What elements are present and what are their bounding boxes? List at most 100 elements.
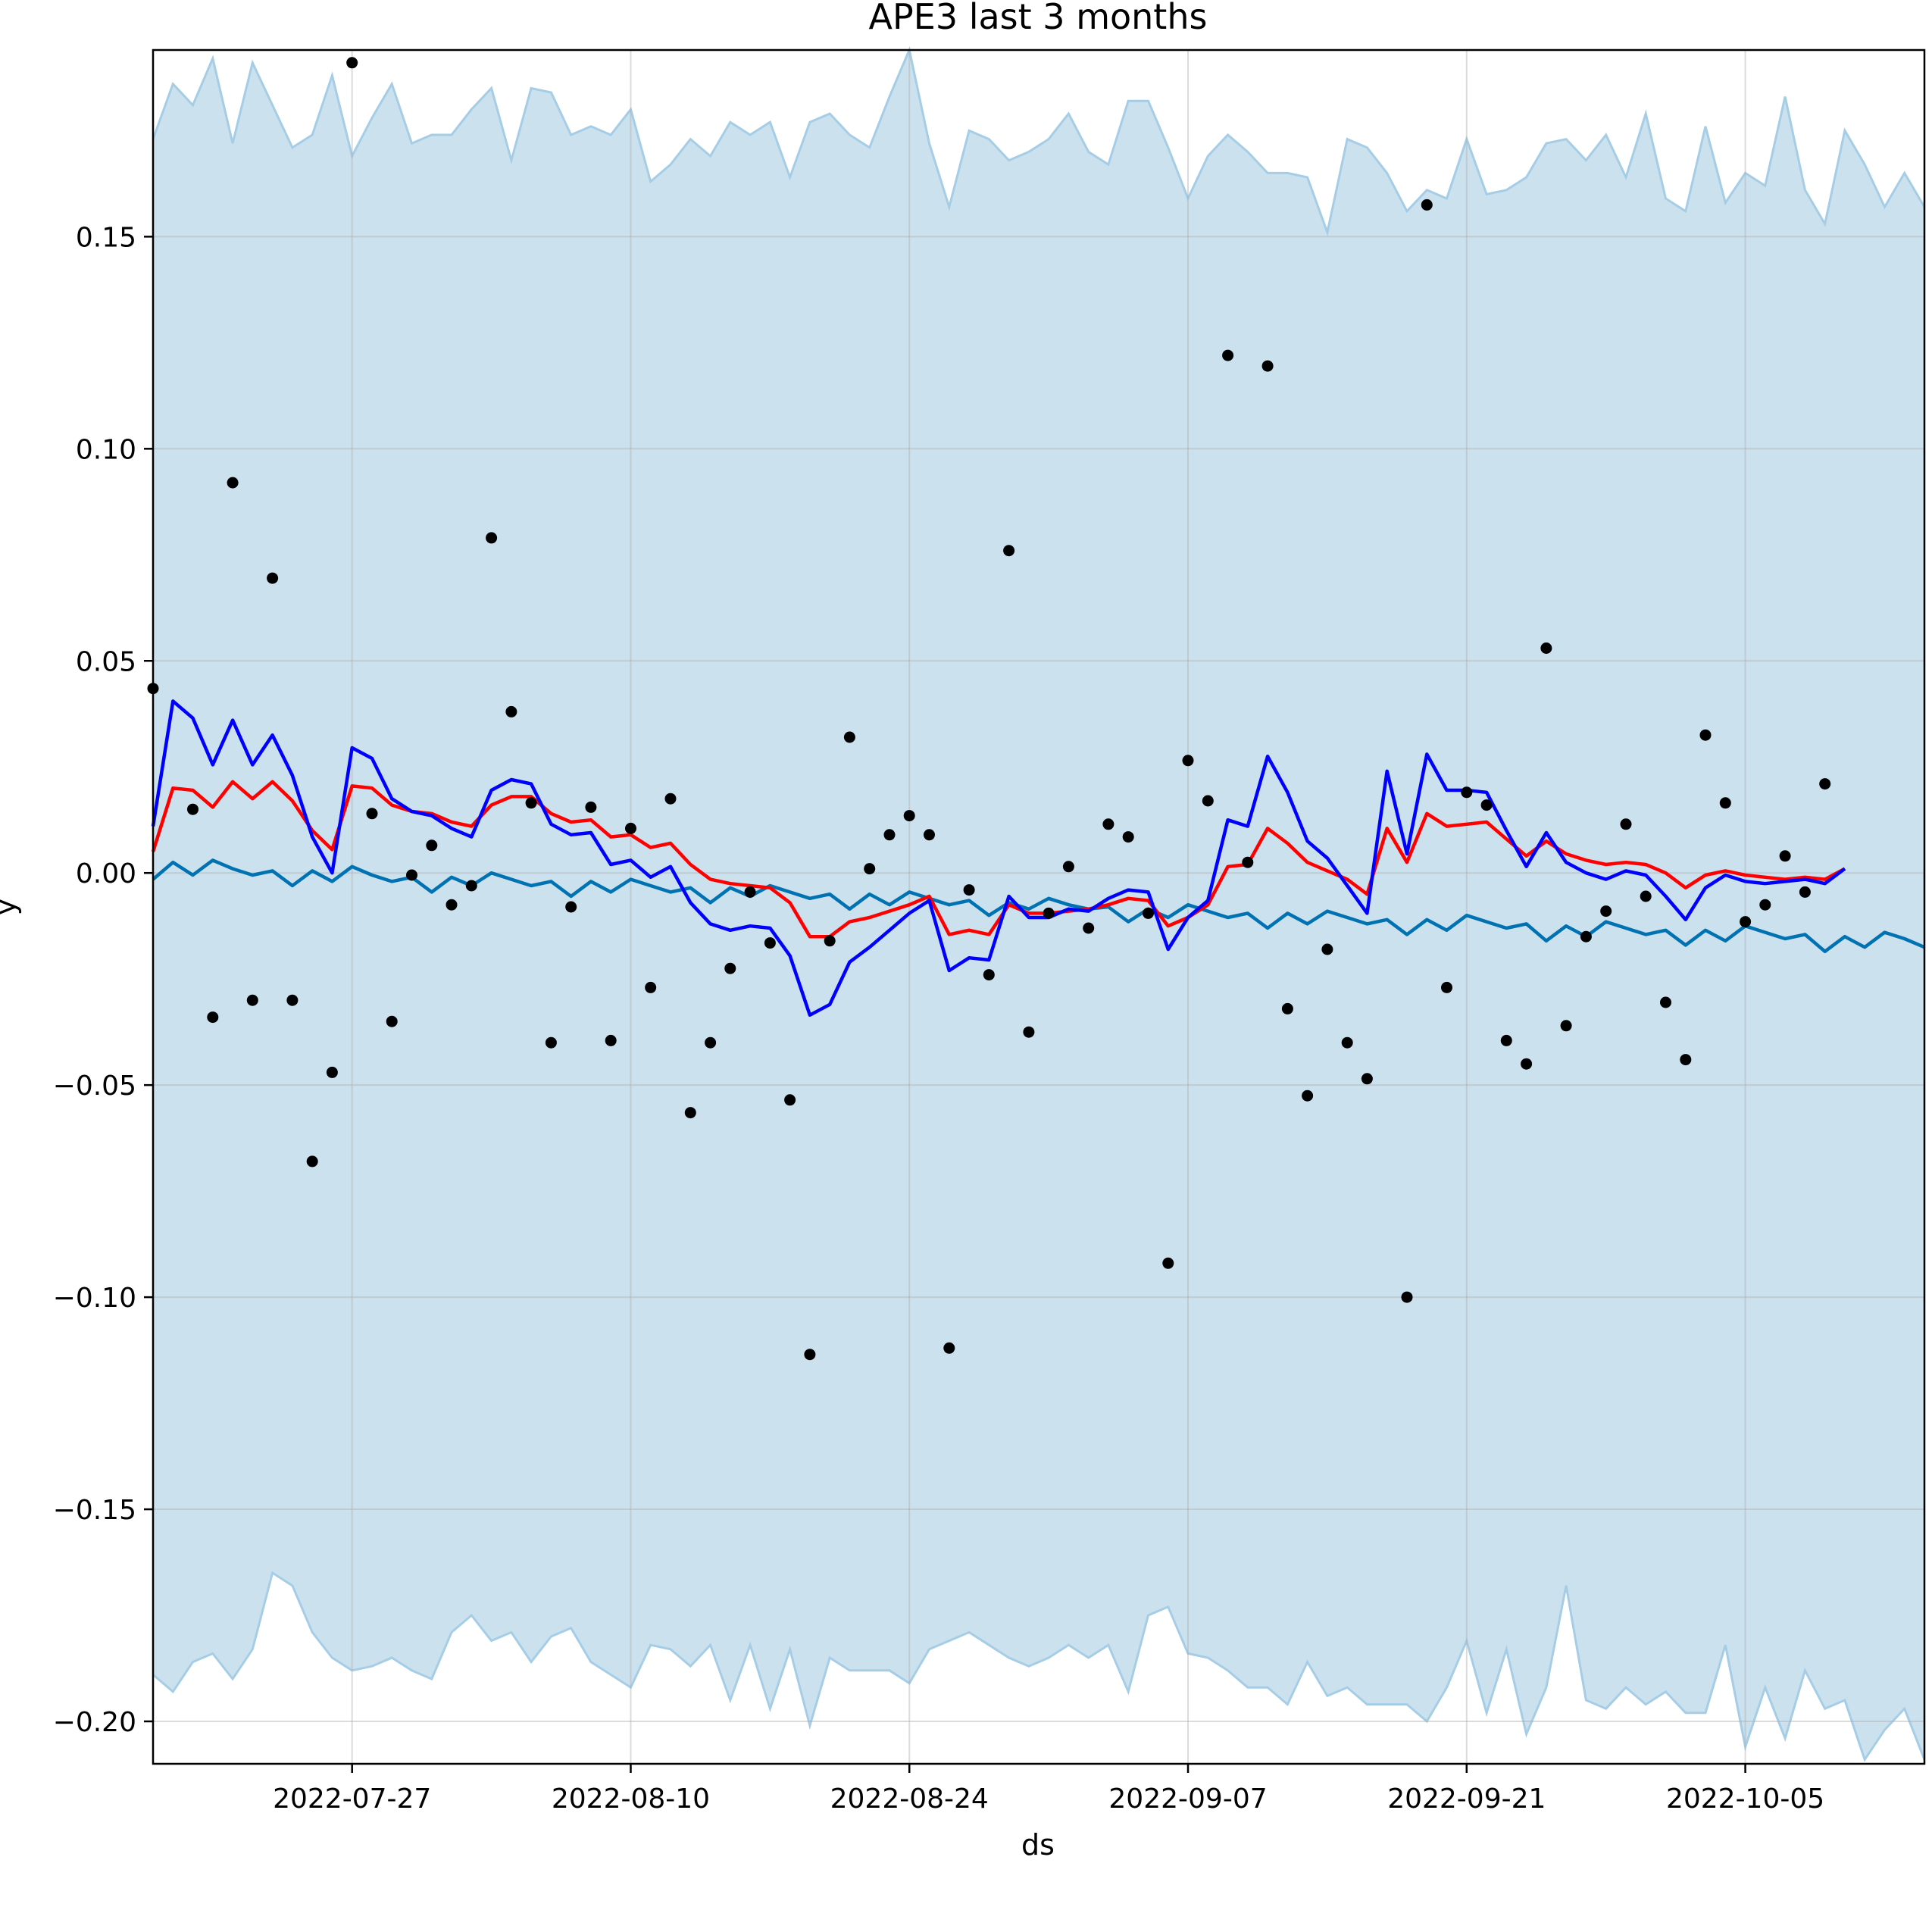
y-tick-label: 0.05: [76, 646, 136, 677]
data-point: [864, 863, 876, 875]
data-point: [1600, 905, 1612, 918]
data-point: [1062, 861, 1074, 873]
data-point: [1461, 786, 1473, 799]
data-point: [1222, 349, 1234, 361]
data-point: [983, 969, 995, 981]
data-point: [1620, 818, 1632, 830]
data-point: [903, 810, 915, 822]
x-tick-label: 2022-08-24: [830, 1784, 989, 1815]
y-tick-label: −0.10: [53, 1283, 136, 1314]
data-point: [525, 797, 537, 809]
data-point: [1660, 996, 1671, 1008]
series-line-layer: [151, 699, 1925, 1018]
data-point: [1441, 981, 1452, 993]
y-tick-label: −0.20: [53, 1707, 136, 1738]
data-point: [545, 1036, 557, 1049]
data-point: [1680, 1054, 1692, 1066]
data-point: [1540, 642, 1552, 654]
data-point: [267, 572, 279, 584]
data-point: [426, 839, 438, 852]
blue-series-line: [151, 699, 1846, 1018]
data-point: [724, 962, 736, 974]
data-point: [1799, 886, 1811, 898]
data-point: [784, 1094, 796, 1106]
data-point: [306, 1155, 318, 1168]
data-point: [1182, 755, 1194, 767]
plot-frame: [152, 48, 1926, 1765]
data-point: [1521, 1058, 1533, 1070]
data-point: [1779, 850, 1791, 862]
y-tick-label: 0.15: [76, 222, 136, 253]
x-tick-label: 2022-07-27: [273, 1784, 431, 1815]
data-point: [1421, 199, 1433, 211]
data-point: [1719, 797, 1731, 809]
data-point: [1261, 360, 1274, 372]
y-tick-label: −0.05: [53, 1071, 136, 1102]
red-series-line: [151, 780, 1846, 939]
data-point: [227, 477, 239, 489]
data-point: [207, 1011, 219, 1024]
data-point: [664, 792, 677, 805]
x-tick-label: 2022-09-21: [1387, 1784, 1546, 1815]
data-point: [645, 981, 657, 993]
data-point: [943, 1342, 955, 1354]
data-point: [1122, 831, 1134, 843]
data-point: [1699, 729, 1712, 741]
data-point: [1480, 799, 1493, 811]
data-point: [705, 1036, 717, 1049]
data-point: [824, 935, 836, 947]
data-point: [843, 731, 855, 743]
data-point: [1003, 545, 1015, 557]
data-point: [1361, 1073, 1373, 1085]
data-point: [505, 705, 517, 717]
data-point: [804, 1349, 816, 1361]
data-point: [1341, 1036, 1353, 1049]
data-point: [963, 884, 975, 896]
data-point: [1281, 1002, 1293, 1014]
data-point: [585, 801, 597, 813]
data-point: [1023, 1026, 1035, 1038]
y-tick-label: 0.00: [76, 858, 136, 889]
data-point: [1202, 795, 1214, 807]
data-point: [1560, 1020, 1572, 1032]
data-point: [684, 1107, 696, 1119]
x-tick-label: 2022-08-10: [552, 1784, 710, 1815]
data-point: [744, 886, 756, 898]
data-point: [883, 829, 896, 841]
data-point: [605, 1034, 617, 1046]
forecast-line: [152, 858, 1925, 954]
data-point: [1162, 1257, 1174, 1269]
data-point: [187, 803, 199, 815]
data-point: [625, 822, 636, 834]
data-point: [346, 57, 358, 69]
data-point: [1321, 943, 1333, 955]
upper-bound-line: [152, 46, 1926, 237]
data-point: [1302, 1089, 1314, 1102]
data-point: [764, 937, 776, 949]
data-point: [246, 994, 258, 1006]
data-point: [1819, 778, 1831, 790]
y-tick-label: −0.15: [53, 1495, 136, 1526]
data-point: [326, 1066, 338, 1078]
data-point: [445, 899, 458, 911]
observation-points-layer: [147, 57, 1831, 1361]
data-point: [366, 808, 378, 820]
data-point: [1043, 907, 1055, 919]
data-point: [386, 1015, 398, 1027]
data-point: [406, 869, 417, 881]
data-point: [1102, 818, 1114, 830]
axis-ticks-layer: 0.15 0.10 0.05 0.00 −0.05 −0.10 −0.15 −0.20 2022…: [53, 222, 1825, 1815]
data-point: [286, 994, 299, 1006]
x-tick-label: 2022-09-07: [1108, 1784, 1267, 1815]
chart-title: APE3 last 3 months: [869, 0, 1208, 37]
data-point: [465, 880, 477, 892]
data-point: [1500, 1034, 1512, 1046]
lower-bound-line: [152, 1571, 1926, 1762]
data-point: [1401, 1291, 1413, 1303]
x-axis-label: ds: [1021, 1828, 1055, 1862]
data-point: [1740, 916, 1752, 928]
y-tick-label: 0.10: [76, 434, 136, 465]
data-point: [1580, 930, 1592, 943]
data-point: [1640, 890, 1652, 902]
